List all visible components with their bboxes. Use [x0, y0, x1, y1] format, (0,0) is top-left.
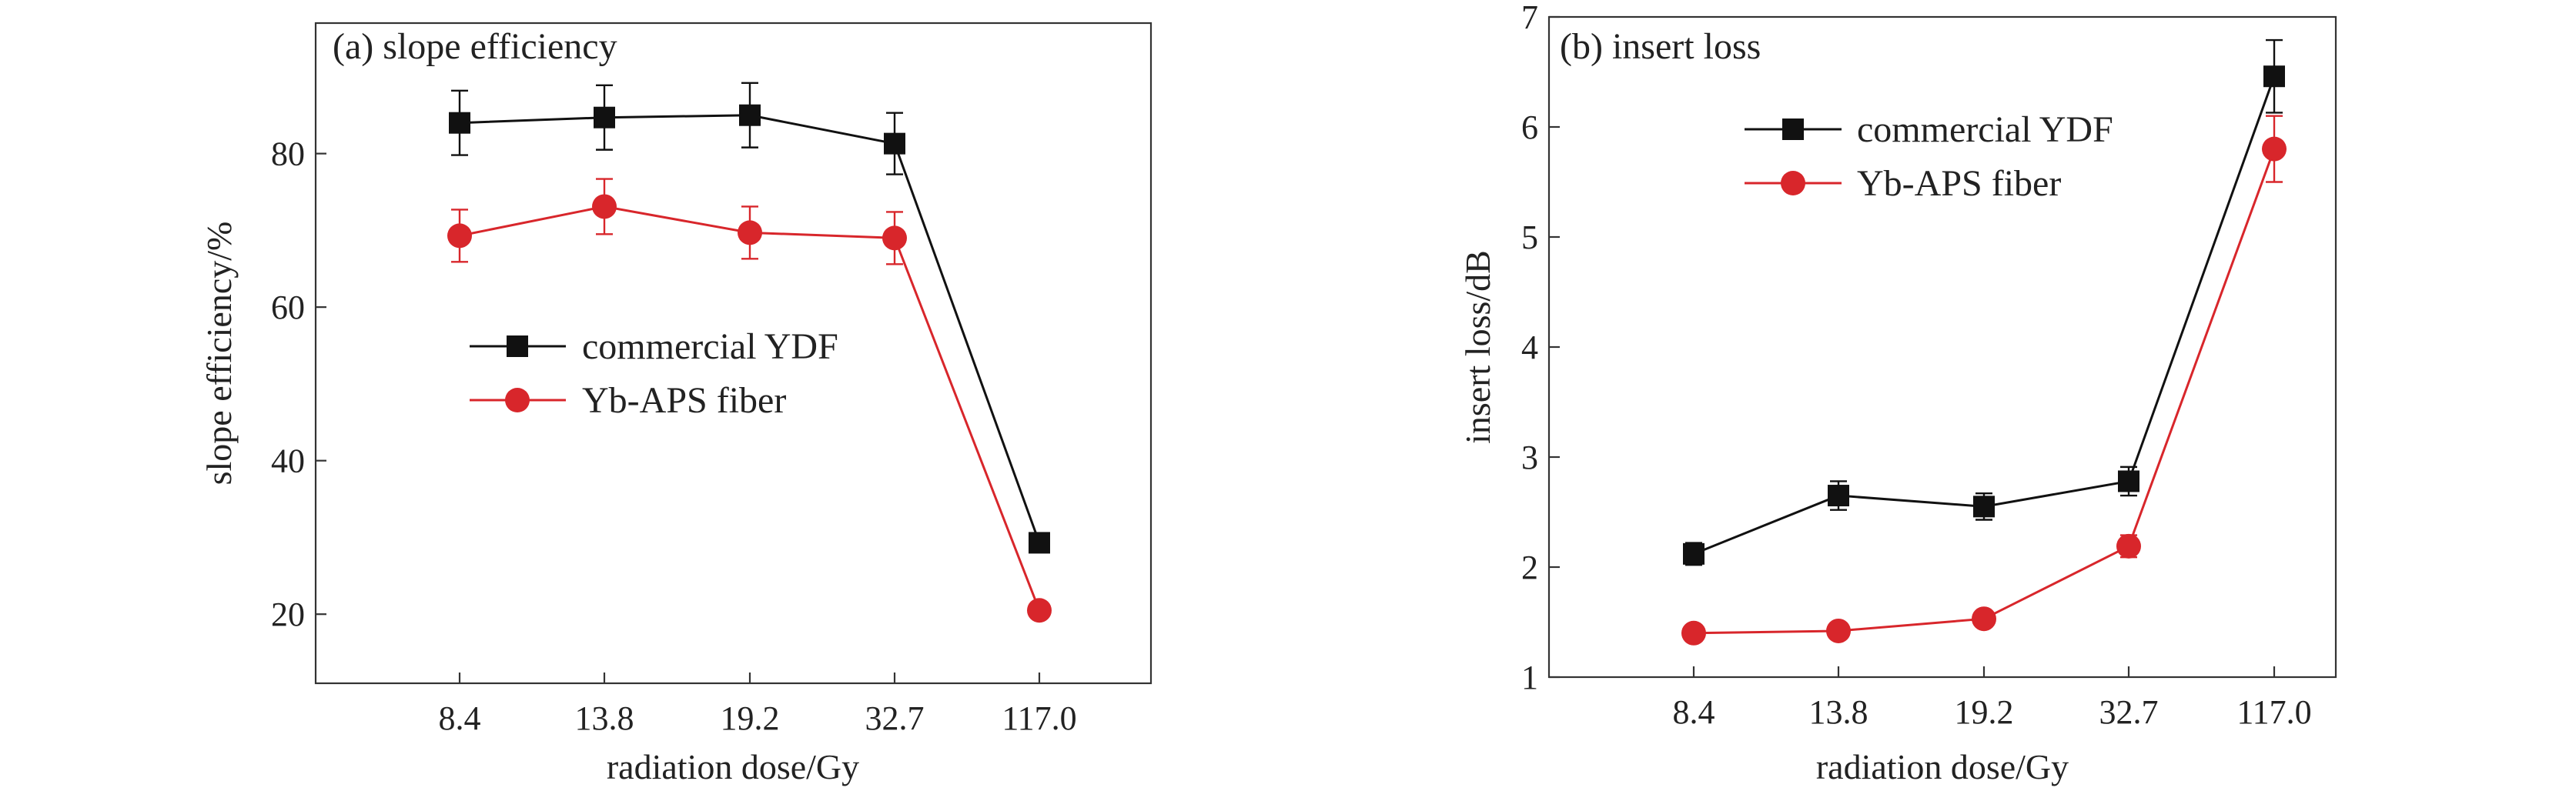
x-axis-label-b: radiation dose/Gy — [1816, 747, 2069, 786]
data-point-yb-aps-fiber-b-2 — [1972, 606, 1996, 632]
y-tick-label-b-2: 2 — [1521, 549, 1538, 586]
data-point-yb-aps-fiber-b-4 — [2262, 136, 2287, 162]
legend-marker-circle-b — [1781, 171, 1805, 195]
series-yb-aps-fiber-b — [1681, 115, 2287, 646]
legend-label-yb-aps-fiber-a: Yb-APS fiber — [582, 380, 786, 421]
legend-entry-commercial-ydf-b: commercial YDF — [1745, 109, 2113, 150]
plot-frame-a — [314, 22, 1153, 685]
data-point-commercial-ydf-a-4 — [1029, 532, 1050, 554]
data-point-commercial-ydf-b-3 — [2118, 470, 2139, 492]
legend-marker-square-b — [1782, 118, 1804, 140]
data-point-yb-aps-fiber-b-3 — [2116, 533, 2141, 559]
data-point-yb-aps-fiber-b-0 — [1681, 620, 1706, 646]
data-point-commercial-ydf-b-2 — [1973, 496, 1995, 518]
x-tick-label-a-0: 8.4 — [439, 699, 481, 737]
x-tick-label-a-1: 13.8 — [575, 699, 634, 737]
data-point-commercial-ydf-b-0 — [1683, 542, 1705, 565]
x-ticks-b: 8.4 13.8 19.2 32.7 117.0 — [1673, 666, 2312, 731]
data-point-yb-aps-fiber-a-1 — [592, 194, 617, 219]
legend-label-commercial-ydf-a: commercial YDF — [582, 326, 838, 367]
x-axis-label-a: radiation dose/Gy — [607, 747, 859, 786]
x-tick-label-b-3: 32.7 — [2099, 693, 2159, 731]
data-point-commercial-ydf-a-0 — [449, 112, 470, 134]
data-point-yb-aps-fiber-b-1 — [1826, 618, 1851, 643]
data-point-commercial-ydf-a-3 — [884, 132, 905, 155]
data-point-yb-aps-fiber-a-0 — [447, 223, 472, 249]
x-tick-label-a-4: 117.0 — [1002, 699, 1076, 737]
legend-label-commercial-ydf-b: commercial YDF — [1857, 109, 2113, 150]
legend-marker-circle-a — [505, 388, 530, 412]
y-tick-label-b-4: 4 — [1521, 329, 1538, 366]
legend-a: commercial YDF Yb-APS fiber — [470, 326, 838, 421]
y-tick-label-b-7: 7 — [1521, 0, 1538, 36]
data-point-commercial-ydf-b-1 — [1828, 485, 1849, 507]
x-tick-label-b-4: 117.0 — [2236, 693, 2311, 731]
panel-a: (a) slope efficiency radiation dose/Gy s… — [199, 22, 1153, 786]
y-tick-label-b-5: 5 — [1521, 219, 1538, 256]
data-point-commercial-ydf-a-1 — [594, 106, 615, 128]
legend-entry-yb-aps-fiber-a: Yb-APS fiber — [470, 380, 786, 421]
y-axis-label-a: slope efficiency/% — [199, 222, 239, 486]
x-tick-label-b-2: 19.2 — [1955, 693, 2014, 731]
x-ticks-a: 8.4 13.8 19.2 32.7 117.0 — [439, 673, 1077, 737]
legend-marker-square-a — [507, 335, 528, 357]
y-axis-label-b: insert loss/dB — [1458, 250, 1497, 444]
data-point-commercial-ydf-a-2 — [739, 104, 761, 126]
y-tick-label-b-6: 6 — [1521, 108, 1538, 146]
data-point-yb-aps-fiber-a-4 — [1027, 598, 1052, 623]
series-line-yb-aps-fiber-b — [1693, 149, 2276, 635]
panel-title-a: (a) slope efficiency — [333, 26, 617, 67]
legend-label-yb-aps-fiber-b: Yb-APS fiber — [1857, 163, 2061, 204]
x-tick-label-a-2: 19.2 — [721, 699, 780, 737]
x-tick-label-b-0: 8.4 — [1673, 693, 1715, 731]
legend-entry-yb-aps-fiber-b: Yb-APS fiber — [1745, 163, 2061, 204]
series-commercial-ydf-b — [1683, 38, 2285, 566]
legend-b: commercial YDF Yb-APS fiber — [1745, 109, 2113, 204]
y-ticks-b: 1 2 3 4 5 6 7 — [1521, 0, 1560, 696]
data-point-commercial-ydf-b-4 — [2263, 65, 2285, 88]
x-tick-label-a-3: 32.7 — [865, 699, 925, 737]
y-tick-label-b-1: 1 — [1521, 659, 1538, 696]
data-point-yb-aps-fiber-a-3 — [882, 225, 907, 251]
y-ticks-a: 20 40 60 80 — [271, 135, 326, 633]
y-tick-label-a-60: 60 — [271, 289, 305, 326]
y-tick-label-a-80: 80 — [271, 135, 305, 173]
x-tick-label-b-1: 13.8 — [1809, 693, 1868, 731]
series-yb-aps-fiber-a — [447, 178, 1052, 623]
y-tick-label-a-20: 20 — [271, 596, 305, 633]
legend-entry-commercial-ydf-a: commercial YDF — [470, 326, 838, 367]
panel-b: (b) insert loss radiation dose/Gy insert… — [1458, 0, 2337, 786]
data-point-yb-aps-fiber-a-2 — [738, 220, 762, 245]
series-commercial-ydf-a — [449, 82, 1050, 554]
y-tick-label-a-40: 40 — [271, 442, 305, 480]
y-tick-label-b-3: 3 — [1521, 439, 1538, 476]
panel-title-b: (b) insert loss — [1560, 26, 1761, 67]
